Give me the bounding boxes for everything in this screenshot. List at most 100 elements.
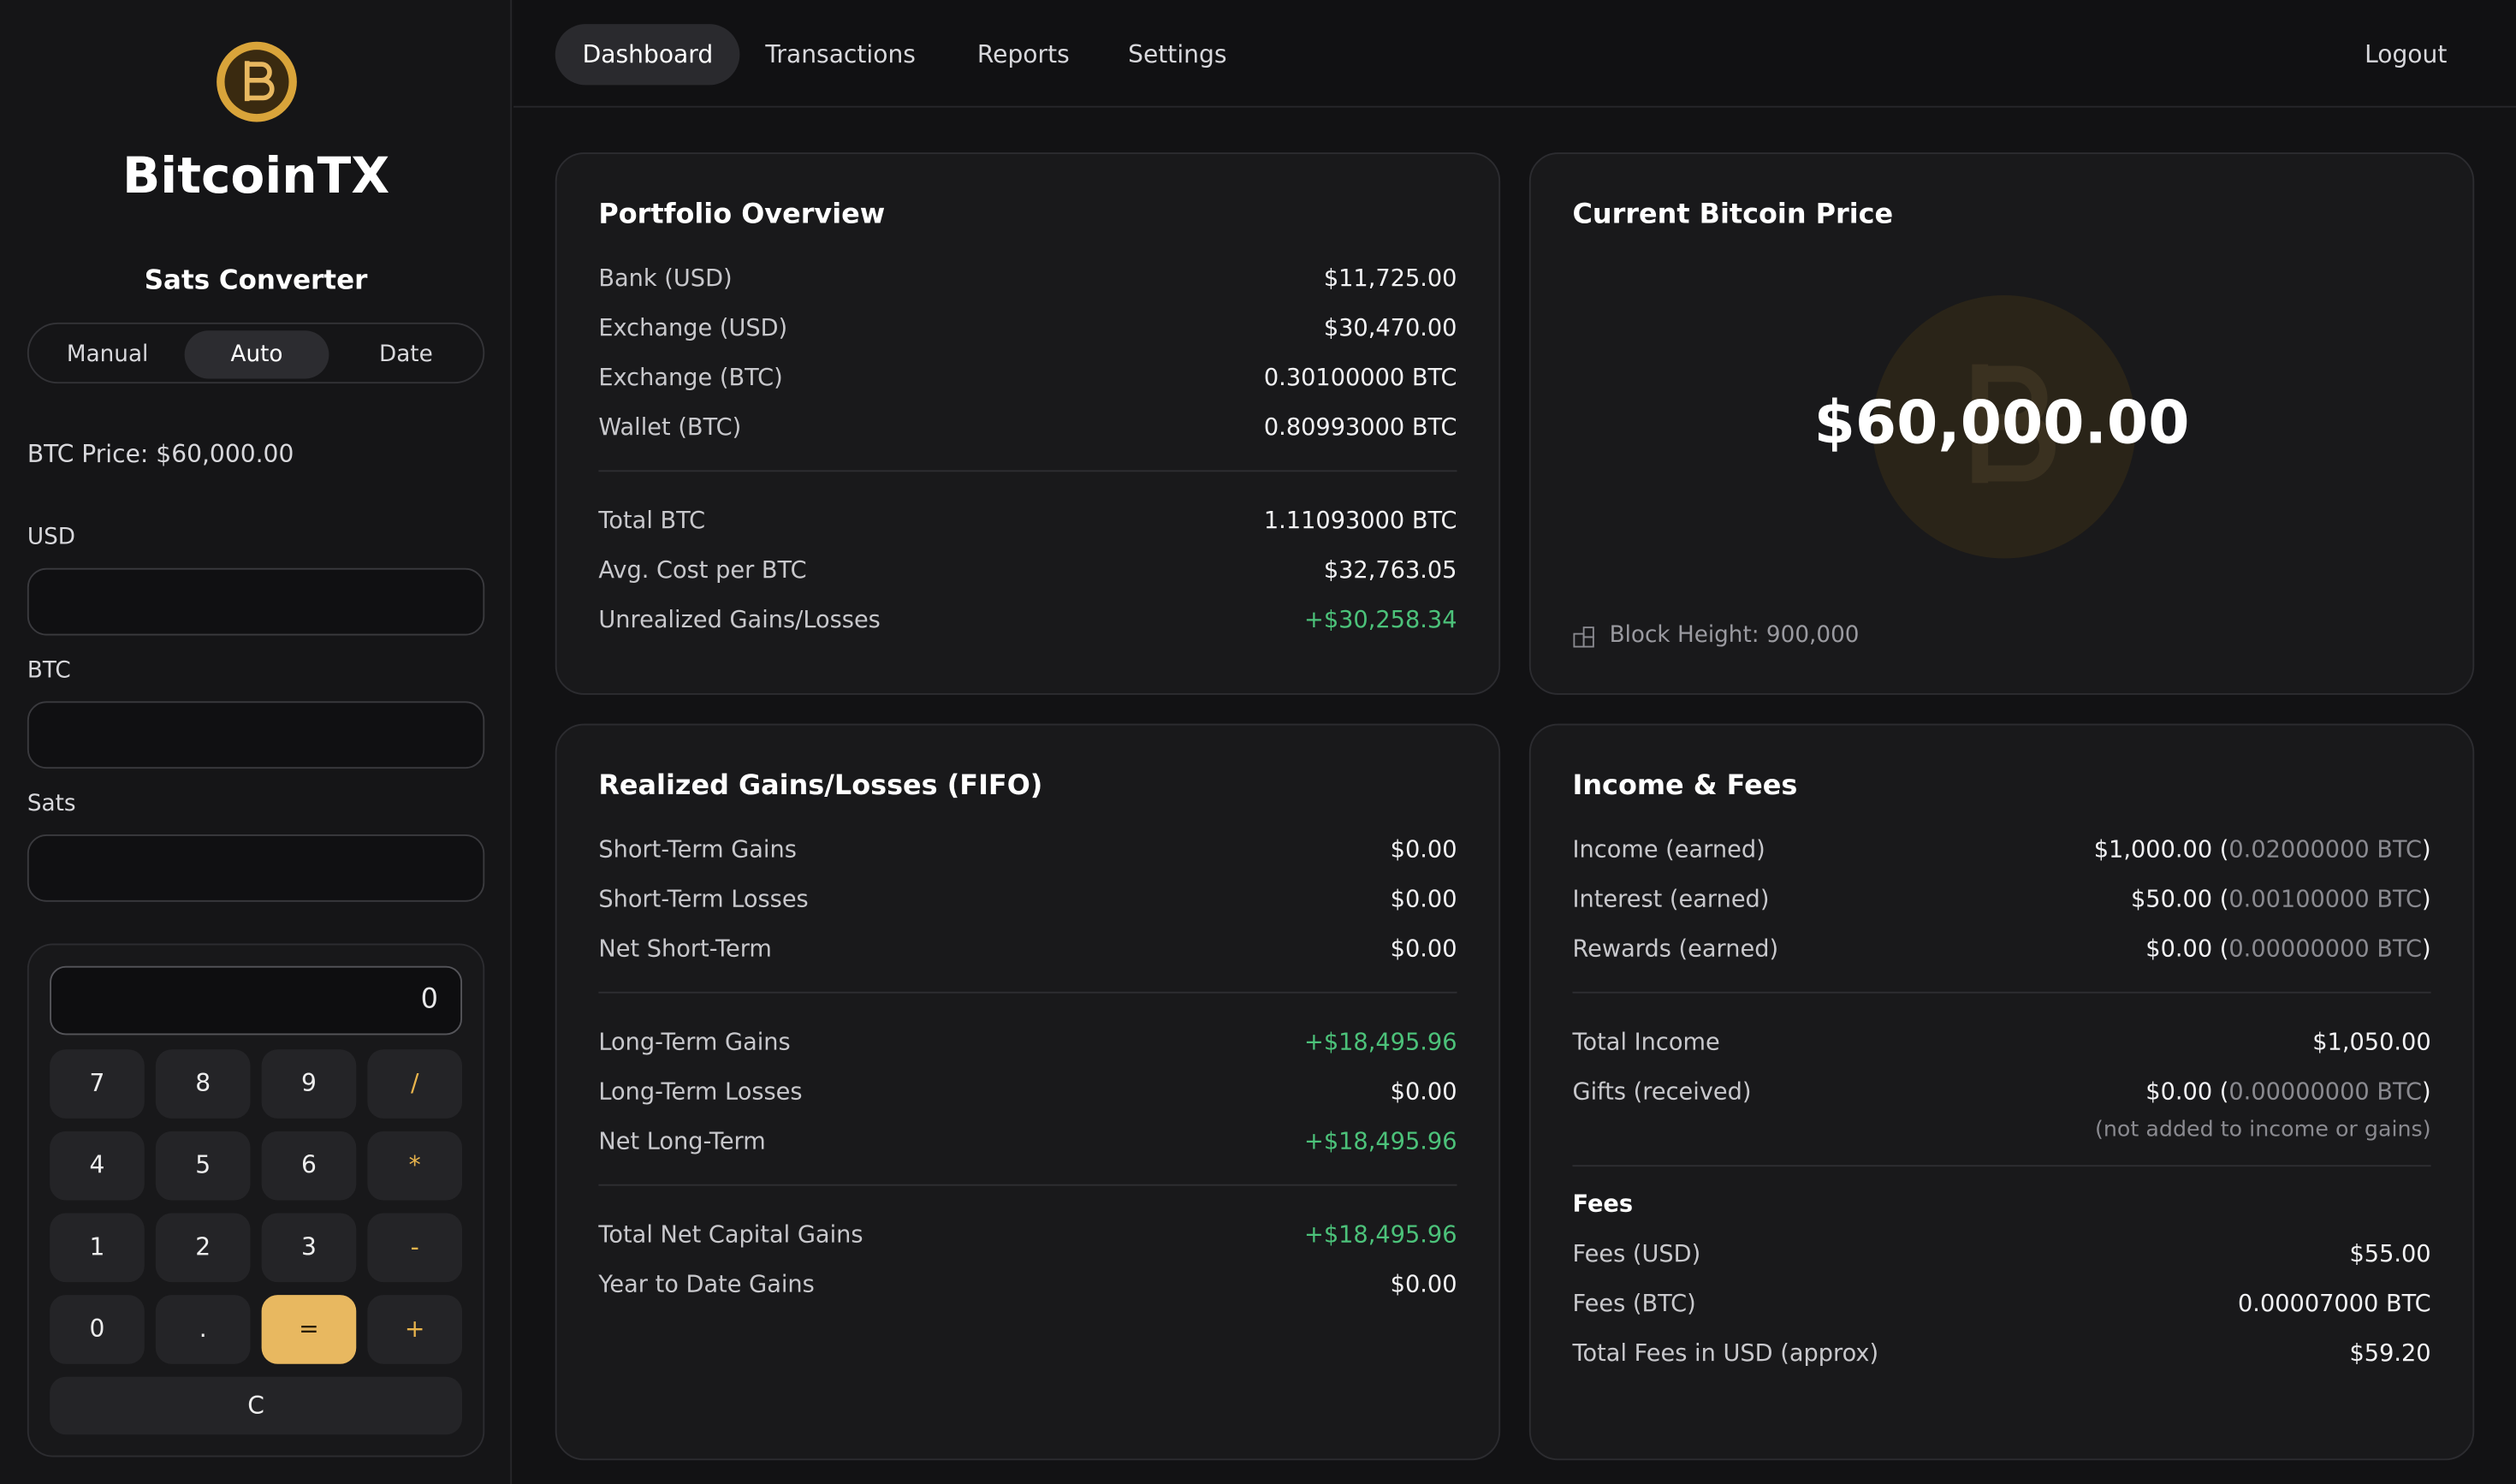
row-value: $0.00	[1390, 837, 1457, 864]
calc-display: 0	[50, 965, 462, 1036]
row-value: $1,050.00	[2312, 1030, 2431, 1056]
mode-option[interactable]: Date	[378, 341, 433, 368]
portfolio-card: Portfolio Overview Bank (USD) $11,725.00 Ex…	[555, 152, 1501, 695]
row-value-wrap: +$18,495.96	[1304, 1223, 1457, 1255]
mode-option[interactable]: Auto	[184, 330, 329, 379]
row-label: Gifts (received)	[1572, 1079, 1752, 1106]
field-input[interactable]	[27, 567, 485, 636]
row-value: $0.00	[1390, 1079, 1457, 1106]
converter-title: Sats Converter	[144, 264, 368, 295]
calculator: 0 7 8 9/ 4 5 6 * 1 2 3- 0. = + C	[27, 943, 485, 1457]
sidebar: BitcoinTX Sats Converter Manual Auto Date …	[0, 0, 513, 1484]
calc-key[interactable]: 1	[50, 1213, 145, 1283]
note: (not added to income or gains)	[2095, 1117, 2431, 1143]
row: Bank (USD) $11,725.00	[598, 266, 1457, 299]
row: Short-Term Gains $0.00	[598, 838, 1457, 870]
row-label: Total Net Capital Gains	[598, 1222, 863, 1249]
row-value: 0.00007000 BTC	[2238, 1291, 2431, 1318]
row-end: )	[2421, 887, 2431, 913]
row-value: $59.20	[2349, 1341, 2431, 1368]
row-label: Long-Term Gains	[598, 1030, 791, 1056]
row: Rewards (earned) $0.00 (0.00000000 BTC)	[1573, 937, 2431, 970]
row-detail: 0.00000000 BTC	[2228, 1079, 2422, 1106]
nav-tab[interactable]: Settings	[1128, 39, 1227, 69]
calc-key[interactable]: *	[367, 1131, 462, 1201]
logo	[217, 41, 297, 122]
row: Gifts (received) $0.00 (0.00000000 BTC)	[1573, 1080, 2431, 1113]
row-value: $0.00	[1390, 937, 1457, 963]
row-label: Total BTC	[598, 508, 706, 535]
calc-key[interactable]: 8	[155, 1049, 251, 1119]
row-value: +$18,495.96	[1304, 1130, 1457, 1155]
calc-key[interactable]: 2	[155, 1213, 251, 1283]
row-value: $32,763.05	[1323, 558, 1457, 585]
row-end: )	[2421, 1079, 2431, 1106]
row-value: $50.00 (	[2130, 887, 2229, 913]
logout[interactable]: Logout	[2365, 39, 2448, 69]
row-label: Total Income	[1572, 1030, 1720, 1056]
bitcoin-watermark	[1872, 295, 2136, 559]
calc-clear[interactable]: C	[50, 1376, 462, 1435]
row: Income (earned) $1,000.00 (0.02000000 BTC…	[1573, 838, 2431, 870]
nav-tab[interactable]: Reports	[976, 39, 1070, 69]
row: Total Fees in USD (approx) $59.20	[1573, 1342, 2431, 1374]
row-label: Long-Term Losses	[598, 1079, 803, 1106]
top-nav: Logout Dashboard Transactions Reports Setti…	[513, 0, 2516, 108]
calc-key[interactable]: 5	[155, 1131, 251, 1201]
row: Fees (USD) $55.00	[1573, 1242, 2431, 1274]
row-value: $0.00 (	[2145, 937, 2229, 963]
calc-key[interactable]: 9	[261, 1049, 357, 1119]
row-label: Exchange (USD)	[598, 316, 788, 342]
calc-key[interactable]: 3	[261, 1213, 357, 1283]
row-value: $11,725.00	[1323, 266, 1457, 293]
card-title: Portfolio Overview	[598, 199, 886, 232]
row-value-wrap: $0.00 (0.00000000 BTC)	[2145, 1080, 2430, 1113]
calc-key[interactable]: 6	[261, 1131, 357, 1201]
block-icon	[1573, 626, 1594, 648]
row: Long-Term Losses $0.00	[598, 1080, 1457, 1113]
row-value: $30,470.00	[1323, 316, 1457, 342]
row-value: +$18,495.96	[1304, 1030, 1457, 1056]
row-label: Total Fees in USD (approx)	[1572, 1341, 1879, 1368]
realized-card: Realized Gains/Losses (FIFO) Short-Term G…	[555, 723, 1501, 1461]
calc-key[interactable]: =	[261, 1295, 357, 1364]
row-end: )	[2421, 937, 2431, 963]
row-value-wrap: $1,050.00	[2312, 1030, 2430, 1063]
field-label: Sats	[27, 791, 76, 817]
row-label: Fees (BTC)	[1572, 1291, 1696, 1318]
row-value-wrap: $50.00 (0.00100000 BTC)	[2131, 887, 2431, 920]
calc-key[interactable]: +	[367, 1295, 462, 1364]
nav-tab[interactable]: Dashboard	[555, 24, 741, 86]
row: Total Net Capital Gains +$18,495.96	[598, 1223, 1457, 1255]
row: Total BTC 1.11093000 BTC	[598, 508, 1457, 541]
row-value-wrap: $0.00 (0.00000000 BTC)	[2145, 937, 2430, 970]
field-label: BTC	[27, 657, 71, 684]
row-value-wrap: $59.20	[2349, 1342, 2430, 1374]
btc-price: BTC Price: $60,000.00	[27, 439, 294, 469]
row-label: Exchange (BTC)	[598, 365, 783, 392]
row-label: Short-Term Gains	[598, 837, 797, 864]
field-input[interactable]	[27, 701, 485, 769]
row-value-wrap: $1,000.00 (0.02000000 BTC)	[2094, 838, 2431, 870]
row-label: Short-Term Losses	[598, 887, 809, 913]
row-value-wrap: $32,763.05	[1324, 559, 1457, 591]
row-value-wrap: 0.30100000 BTC	[1264, 366, 1457, 399]
row-label: Wallet (BTC)	[598, 415, 742, 442]
calc-key[interactable]: -	[367, 1213, 462, 1283]
calc-key[interactable]: 4	[50, 1131, 145, 1201]
row: Interest (earned) $50.00 (0.00100000 BTC)	[1573, 887, 2431, 920]
row: Year to Date Gains $0.00	[598, 1273, 1457, 1305]
calc-key[interactable]: 0	[50, 1295, 145, 1364]
mode-switch: Manual Auto Date	[27, 322, 485, 384]
nav-tab[interactable]: Transactions	[765, 39, 916, 69]
row: Long-Term Gains +$18,495.96	[598, 1030, 1457, 1063]
calc-key[interactable]: .	[155, 1295, 251, 1364]
mode-option[interactable]: Manual	[66, 341, 149, 368]
calc-key[interactable]: 7	[50, 1049, 145, 1119]
row-label: Year to Date Gains	[598, 1272, 815, 1298]
row-value-wrap: +$18,495.96	[1304, 1030, 1457, 1063]
calc-key[interactable]: /	[367, 1049, 462, 1119]
field-input[interactable]	[27, 834, 485, 902]
row-value-wrap: 1.11093000 BTC	[1264, 508, 1457, 541]
